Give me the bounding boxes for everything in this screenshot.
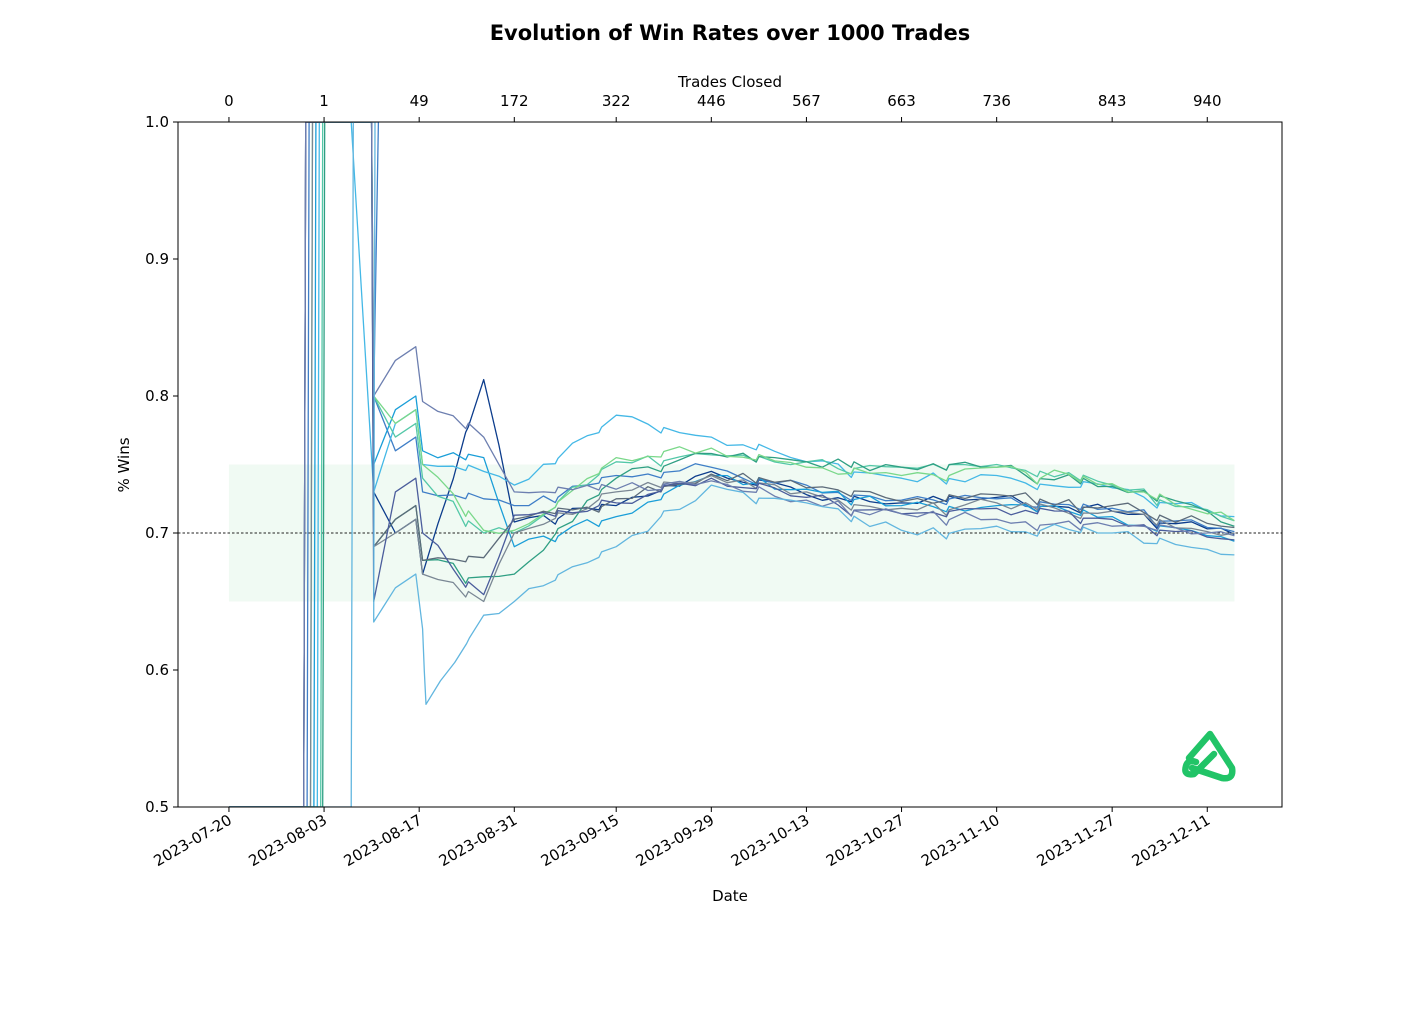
top-x-tick-label: 1 (319, 92, 329, 110)
x-tick-label: 2023-10-13 (728, 811, 813, 870)
x-tick-label: 2023-10-27 (823, 811, 908, 870)
series-line-run-6 (229, 122, 1235, 807)
x-tick-label: 2023-07-20 (150, 811, 235, 870)
top-x-axis-label: Trades Closed (677, 73, 782, 91)
top-x-tick-label: 0 (224, 92, 234, 110)
x-tick-label: 2023-08-31 (436, 811, 521, 870)
series-line-run-7 (229, 122, 1235, 807)
top-x-tick-label: 446 (697, 92, 726, 110)
x-tick-label: 2023-09-15 (538, 811, 623, 870)
series-line-run-9 (229, 122, 1235, 807)
top-x-tick-label: 322 (602, 92, 631, 110)
series-line-run-4 (229, 122, 1235, 807)
x-tick-label: 2023-11-27 (1034, 811, 1119, 870)
x-tick-label: 2023-11-10 (918, 811, 1003, 870)
x-tick-label: 2023-08-03 (246, 811, 331, 870)
series-line-run-12 (229, 122, 1235, 807)
series-line-run-11 (229, 122, 1235, 807)
plot-frame (177, 121, 1283, 808)
series-line-run-10 (229, 122, 1235, 807)
y-axis-label: % Wins (115, 437, 133, 492)
brand-logo-icon (1182, 730, 1236, 782)
x-tick-label: 2023-08-17 (341, 811, 426, 870)
top-x-tick-label: 843 (1098, 92, 1127, 110)
top-x-tick-label: 663 (887, 92, 916, 110)
top-x-tick-label: 736 (982, 92, 1011, 110)
top-x-tick-label: 172 (500, 92, 529, 110)
y-tick-label: 0.9 (145, 250, 169, 268)
x-tick-label: 2023-09-29 (633, 811, 718, 870)
y-tick-label: 0.5 (145, 798, 169, 816)
y-tick-label: 0.6 (145, 661, 169, 679)
y-tick-label: 0.7 (145, 524, 169, 542)
y-tick-label: 0.8 (145, 387, 169, 405)
top-x-tick-label: 49 (410, 92, 429, 110)
y-tick-label: 1.0 (145, 113, 169, 131)
series-line-run-8 (229, 122, 1235, 807)
series-line-run-2 (229, 122, 1235, 807)
x-axis-label: Date (712, 887, 748, 905)
top-x-tick-label: 940 (1193, 92, 1222, 110)
chart-title: Evolution of Win Rates over 1000 Trades (490, 21, 971, 45)
logo-stroke-inner (1182, 750, 1218, 778)
logo-stroke-outer (1185, 730, 1236, 782)
top-x-tick-label: 567 (792, 92, 821, 110)
x-tick-label: 2023-12-11 (1129, 811, 1214, 870)
series-line-run-3 (229, 122, 1235, 807)
